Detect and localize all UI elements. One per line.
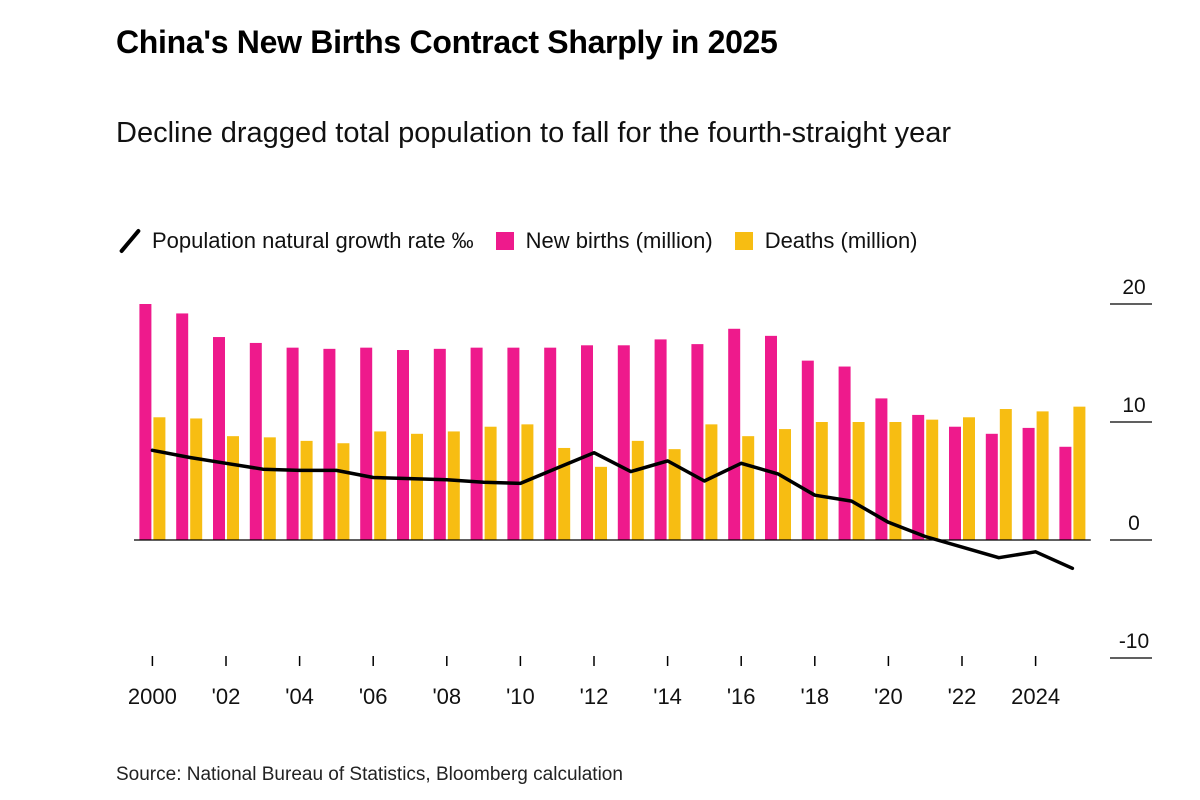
bar-births-2007 bbox=[397, 350, 409, 540]
bar-deaths-2020 bbox=[889, 422, 902, 540]
bar-deaths-2013 bbox=[631, 440, 644, 540]
bar-births-2011 bbox=[544, 347, 557, 540]
bar-births-2023 bbox=[985, 433, 998, 540]
x-tick-label-2016: '16 bbox=[727, 684, 756, 709]
x-tick-label-2010: '10 bbox=[506, 684, 535, 709]
x-tick-label-2014: '14 bbox=[653, 684, 682, 709]
bar-births-2004 bbox=[286, 347, 299, 540]
bar-deaths-2003 bbox=[263, 437, 276, 540]
bar-deaths-2024 bbox=[1036, 411, 1049, 540]
bar-deaths-2017 bbox=[779, 429, 791, 540]
bar-births-2021 bbox=[912, 414, 925, 540]
bar-deaths-2007 bbox=[411, 433, 423, 540]
bar-births-2024 bbox=[1022, 427, 1035, 540]
legend-swatch-deaths bbox=[734, 232, 753, 250]
legend-label-deaths: Deaths (million) bbox=[764, 228, 918, 253]
bar-births-2003 bbox=[249, 342, 262, 540]
y-tick-label--10: -10 bbox=[1119, 630, 1149, 653]
bar-births-2016 bbox=[728, 328, 741, 540]
legend: Population natural growth rate ‰ New bir… bbox=[116, 228, 918, 254]
bar-deaths-2011 bbox=[558, 447, 571, 540]
x-tick-label-2020: '20 bbox=[874, 684, 903, 709]
x-tick-label-2022: '22 bbox=[948, 684, 977, 709]
x-tick-label-2024: 2024 bbox=[1011, 684, 1060, 709]
bar-births-2025 bbox=[1059, 446, 1072, 540]
source-note: Source: National Bureau of Statistics, B… bbox=[116, 764, 623, 785]
bar-births-2009 bbox=[470, 347, 483, 540]
bar-deaths-2019 bbox=[852, 422, 865, 540]
bar-deaths-2014 bbox=[668, 449, 681, 540]
y-tick-label-20: 20 bbox=[1122, 276, 1145, 299]
y-tick-label-10: 10 bbox=[1122, 394, 1145, 417]
bar-deaths-2004 bbox=[300, 440, 313, 540]
bar-births-2013 bbox=[617, 345, 630, 540]
x-tick-label-2004: '04 bbox=[285, 684, 314, 709]
y-tick-label-0: 0 bbox=[1128, 512, 1140, 535]
legend-item-growth: Population natural growth rate ‰ bbox=[116, 228, 474, 254]
x-tick-label-2002: '02 bbox=[212, 684, 241, 709]
chart-subtitle: Decline dragged total population to fall… bbox=[116, 117, 952, 149]
x-tick-label-2012: '12 bbox=[580, 684, 609, 709]
x-tick-label-2006: '06 bbox=[359, 684, 388, 709]
x-tick-label-2000: 2000 bbox=[128, 684, 177, 709]
bar-births-2018 bbox=[801, 360, 814, 540]
legend-label-growth: Population natural growth rate ‰ bbox=[152, 228, 474, 253]
legend-item-births: New births (million) bbox=[495, 228, 713, 254]
bar-deaths-2002 bbox=[227, 436, 239, 540]
bar-births-2019 bbox=[838, 366, 851, 540]
bar-births-2017 bbox=[765, 335, 777, 540]
bar-deaths-2025 bbox=[1073, 406, 1086, 540]
x-tick-label-2008: '08 bbox=[432, 684, 461, 709]
legend-swatch-births bbox=[495, 232, 514, 250]
bar-deaths-2021 bbox=[926, 419, 939, 540]
bar-deaths-2001 bbox=[190, 418, 203, 540]
legend-item-deaths: Deaths (million) bbox=[734, 228, 918, 254]
bar-deaths-2015 bbox=[705, 424, 718, 540]
bar-births-2014 bbox=[654, 339, 667, 540]
bar-deaths-2006 bbox=[374, 431, 387, 540]
bar-births-2001 bbox=[176, 313, 189, 540]
bar-deaths-2022 bbox=[963, 417, 975, 540]
bar-births-2000 bbox=[139, 304, 152, 540]
bar-births-2012 bbox=[581, 345, 593, 540]
bar-deaths-2000 bbox=[153, 417, 166, 540]
x-tick-label-2018: '18 bbox=[800, 684, 829, 709]
bar-births-2015 bbox=[691, 344, 704, 540]
bar-deaths-2018 bbox=[815, 422, 828, 540]
bar-births-2005 bbox=[323, 348, 336, 540]
bar-births-2006 bbox=[360, 347, 373, 540]
bar-deaths-2005 bbox=[337, 443, 350, 540]
bar-births-2020 bbox=[875, 398, 888, 540]
bar-births-2008 bbox=[433, 348, 446, 540]
chart-title: China's New Births Contract Sharply in 2… bbox=[116, 24, 778, 60]
bar-births-2010 bbox=[507, 347, 520, 540]
legend-label-births: New births (million) bbox=[525, 228, 713, 253]
bar-deaths-2008 bbox=[447, 431, 460, 540]
bar-deaths-2016 bbox=[742, 436, 755, 540]
bar-births-2022 bbox=[949, 426, 961, 540]
bar-deaths-2012 bbox=[595, 466, 607, 540]
growth-line bbox=[150, 448, 1075, 571]
bar-births-2002 bbox=[213, 337, 225, 540]
bar-deaths-2023 bbox=[999, 409, 1012, 540]
